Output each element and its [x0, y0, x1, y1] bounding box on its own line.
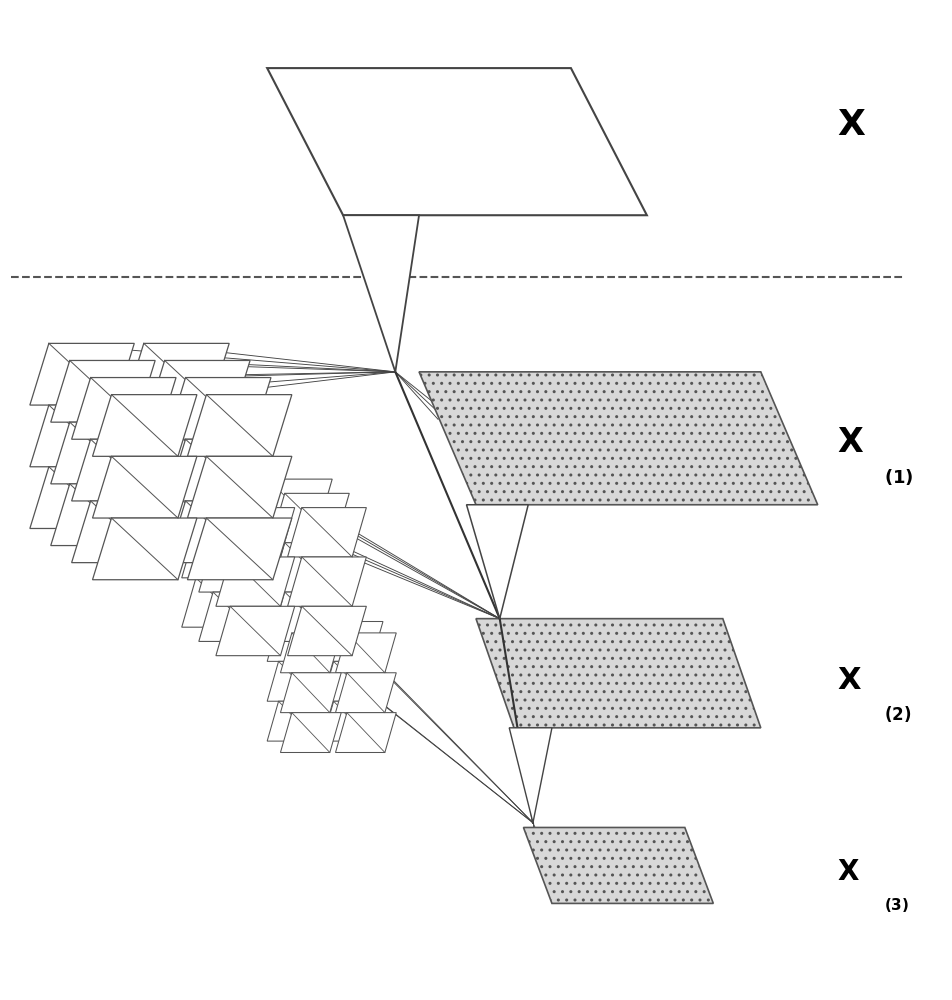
- Polygon shape: [146, 484, 250, 546]
- Polygon shape: [288, 557, 367, 606]
- Polygon shape: [281, 713, 341, 752]
- Polygon shape: [466, 505, 528, 619]
- Polygon shape: [188, 395, 292, 456]
- Polygon shape: [199, 592, 278, 641]
- Polygon shape: [253, 528, 332, 578]
- Polygon shape: [199, 493, 278, 543]
- Polygon shape: [281, 673, 341, 713]
- Polygon shape: [343, 215, 419, 372]
- Text: $\mathbf{X}$: $\mathbf{X}$: [837, 427, 863, 459]
- Polygon shape: [268, 701, 327, 741]
- Polygon shape: [188, 518, 292, 580]
- Polygon shape: [281, 633, 341, 673]
- Polygon shape: [419, 372, 818, 505]
- Polygon shape: [253, 578, 332, 627]
- Polygon shape: [322, 701, 383, 741]
- Polygon shape: [125, 343, 229, 405]
- Polygon shape: [188, 456, 292, 518]
- Polygon shape: [182, 528, 261, 578]
- Polygon shape: [270, 543, 349, 592]
- Polygon shape: [270, 493, 349, 543]
- Polygon shape: [146, 360, 250, 422]
- Polygon shape: [335, 633, 396, 673]
- Polygon shape: [182, 479, 261, 528]
- Polygon shape: [30, 467, 134, 528]
- Polygon shape: [71, 501, 176, 563]
- Polygon shape: [288, 606, 367, 656]
- Polygon shape: [146, 422, 250, 484]
- Polygon shape: [270, 592, 349, 641]
- Polygon shape: [167, 439, 271, 501]
- Polygon shape: [268, 622, 327, 661]
- Polygon shape: [30, 343, 134, 405]
- Polygon shape: [476, 619, 761, 728]
- Polygon shape: [125, 467, 229, 528]
- Polygon shape: [253, 479, 332, 528]
- Polygon shape: [50, 422, 155, 484]
- Polygon shape: [335, 673, 396, 713]
- Polygon shape: [71, 378, 176, 439]
- Text: $\mathbf{X}$: $\mathbf{X}$: [837, 108, 865, 142]
- Polygon shape: [268, 661, 327, 701]
- Polygon shape: [92, 395, 197, 456]
- Polygon shape: [30, 405, 134, 467]
- Text: $\mathbf{(2)}$: $\mathbf{(2)}$: [884, 704, 911, 724]
- Polygon shape: [524, 827, 713, 903]
- Text: $\mathbf{X}$: $\mathbf{X}$: [837, 859, 860, 886]
- Polygon shape: [216, 606, 295, 656]
- Polygon shape: [92, 518, 197, 580]
- Polygon shape: [268, 68, 646, 215]
- Polygon shape: [182, 578, 261, 627]
- Polygon shape: [199, 543, 278, 592]
- Polygon shape: [167, 378, 271, 439]
- Polygon shape: [50, 360, 155, 422]
- Polygon shape: [216, 508, 295, 557]
- Polygon shape: [335, 713, 396, 752]
- Text: $\mathbf{(3)}$: $\mathbf{(3)}$: [884, 896, 909, 914]
- Polygon shape: [216, 557, 295, 606]
- Polygon shape: [125, 405, 229, 467]
- Polygon shape: [71, 439, 176, 501]
- Polygon shape: [322, 622, 383, 661]
- Polygon shape: [167, 501, 271, 563]
- Polygon shape: [92, 456, 197, 518]
- Text: $\mathbf{(1)}$: $\mathbf{(1)}$: [884, 467, 914, 487]
- Text: $\mathbf{X}$: $\mathbf{X}$: [837, 665, 862, 696]
- Polygon shape: [322, 661, 383, 701]
- Polygon shape: [288, 508, 367, 557]
- Polygon shape: [50, 484, 155, 546]
- Polygon shape: [509, 728, 552, 823]
